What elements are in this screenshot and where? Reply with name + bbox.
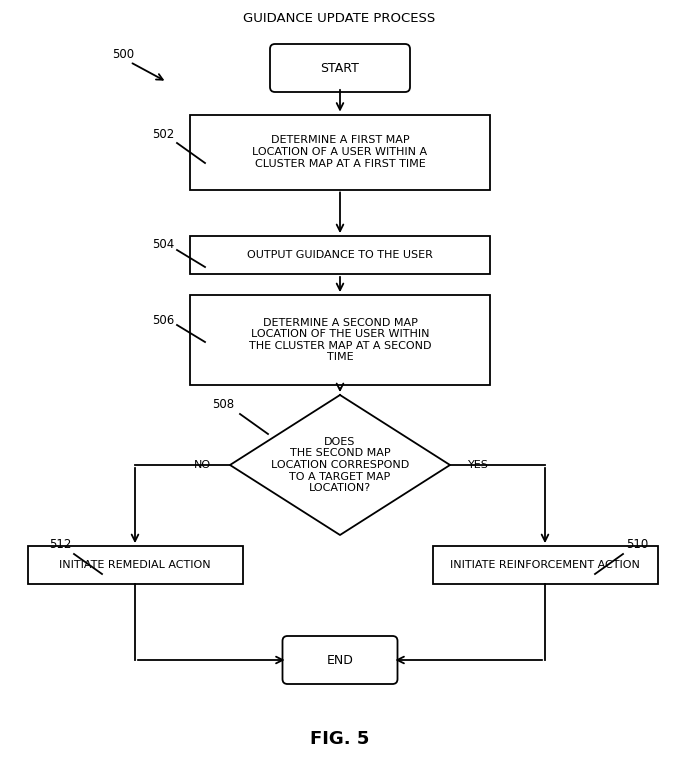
Text: 506: 506 xyxy=(152,314,174,327)
Text: NO: NO xyxy=(194,460,210,470)
Text: GUIDANCE UPDATE PROCESS: GUIDANCE UPDATE PROCESS xyxy=(243,12,436,25)
Bar xyxy=(28,546,242,584)
Bar xyxy=(190,114,490,189)
Text: DOES
THE SECOND MAP
LOCATION CORRESPOND
TO A TARGET MAP
LOCATION?: DOES THE SECOND MAP LOCATION CORRESPOND … xyxy=(271,436,409,493)
Bar xyxy=(433,546,657,584)
Text: INITIATE REMEDIAL ACTION: INITIATE REMEDIAL ACTION xyxy=(59,560,210,570)
Text: 504: 504 xyxy=(152,239,174,252)
Text: 510: 510 xyxy=(626,538,648,551)
Text: 502: 502 xyxy=(152,129,174,141)
Text: DETERMINE A SECOND MAP
LOCATION OF THE USER WITHIN
THE CLUSTER MAP AT A SECOND
T: DETERMINE A SECOND MAP LOCATION OF THE U… xyxy=(249,318,431,362)
Text: INITIATE REINFORCEMENT ACTION: INITIATE REINFORCEMENT ACTION xyxy=(450,560,640,570)
Text: 508: 508 xyxy=(212,397,234,410)
Bar xyxy=(190,236,490,274)
Text: FIG. 5: FIG. 5 xyxy=(310,730,369,748)
Text: OUTPUT GUIDANCE TO THE USER: OUTPUT GUIDANCE TO THE USER xyxy=(247,250,433,260)
Text: DETERMINE A FIRST MAP
LOCATION OF A USER WITHIN A
CLUSTER MAP AT A FIRST TIME: DETERMINE A FIRST MAP LOCATION OF A USER… xyxy=(253,136,428,169)
Text: 512: 512 xyxy=(49,538,71,551)
Text: YES: YES xyxy=(468,460,488,470)
Text: 500: 500 xyxy=(112,48,134,61)
Text: START: START xyxy=(320,61,359,74)
Bar xyxy=(190,295,490,385)
Text: END: END xyxy=(327,653,354,667)
FancyBboxPatch shape xyxy=(270,44,410,92)
FancyBboxPatch shape xyxy=(282,636,397,684)
